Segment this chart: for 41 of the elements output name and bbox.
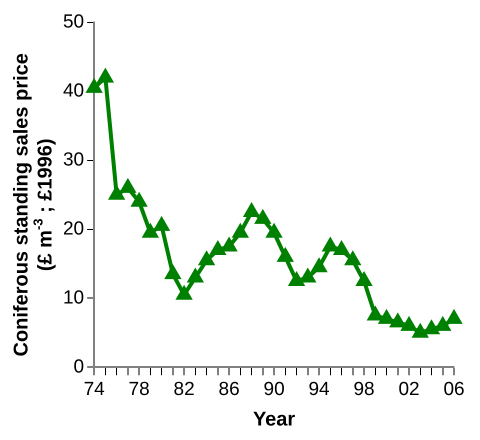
- point: [130, 192, 148, 207]
- x-tick-label: 98: [353, 378, 375, 400]
- y-tick-label: 30: [62, 150, 84, 171]
- x-tick-label: 02: [398, 378, 420, 400]
- x-axis-title: Year: [252, 408, 296, 431]
- x-tick-label: 06: [443, 378, 465, 400]
- y-tick-label: 40: [62, 80, 84, 102]
- x-tick-label: 94: [308, 378, 330, 400]
- point: [243, 202, 260, 218]
- point: [176, 285, 192, 300]
- point: [153, 216, 170, 231]
- point: [446, 309, 462, 324]
- point: [288, 272, 305, 286]
- point: [412, 323, 429, 338]
- point: [198, 250, 215, 266]
- point: [333, 240, 350, 255]
- point: [108, 185, 125, 200]
- point: [277, 247, 294, 262]
- point: [344, 250, 362, 266]
- x-tick-label: 90: [263, 378, 285, 400]
- point: [164, 264, 182, 280]
- x-tick-label: 86: [218, 378, 240, 400]
- point: [210, 240, 226, 255]
- point: [86, 78, 102, 93]
- y-tick-label: 10: [62, 287, 84, 308]
- x-tick-label: 82: [174, 378, 195, 400]
- point: [120, 178, 136, 193]
- point: [142, 223, 159, 238]
- point: [356, 272, 372, 286]
- y-tick-label: 20: [62, 218, 84, 240]
- y-tick-label: 0: [74, 356, 84, 378]
- point: [187, 268, 204, 283]
- point: [254, 209, 272, 224]
- point: [400, 316, 418, 331]
- point: [310, 258, 328, 272]
- point: [97, 68, 114, 83]
- y-tick-label: 50: [62, 12, 84, 33]
- point: [232, 223, 249, 238]
- x-tick-label: 78: [128, 378, 150, 400]
- point: [266, 223, 282, 238]
- x-tick-label: 74: [84, 378, 106, 400]
